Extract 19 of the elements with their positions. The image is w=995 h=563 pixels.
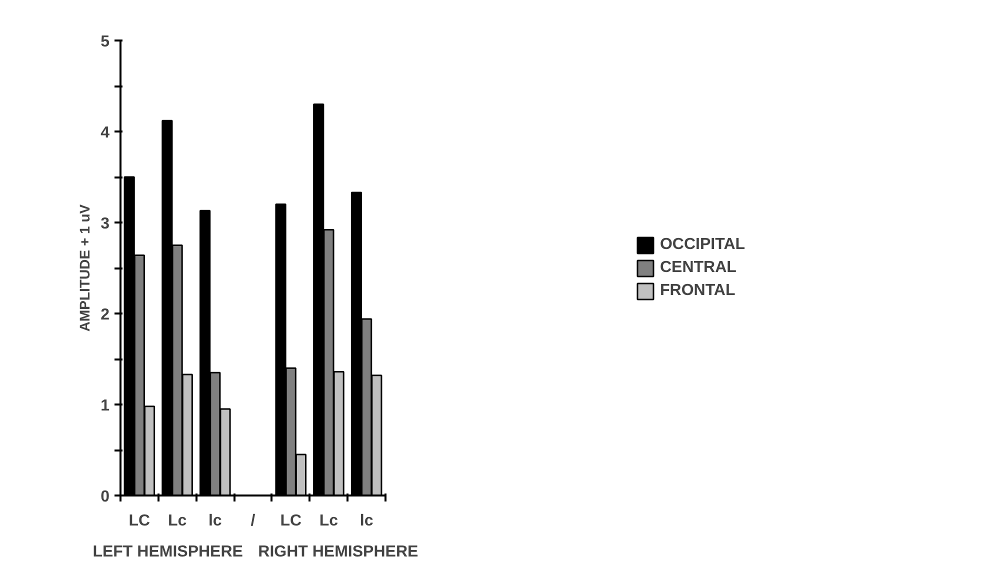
legend-label: OCCIPITAL (660, 236, 746, 254)
y-axis-title: AMPLITUDE + 1 uV (76, 204, 93, 332)
legend-label: FRONTAL (660, 282, 736, 300)
y-tick-label: 2 (100, 306, 110, 324)
x-tick-label: Lc (168, 512, 187, 530)
y-tick-label: 1 (100, 398, 110, 414)
y-tick-label: 3 (100, 216, 110, 232)
y-tick-label: 0 (100, 488, 110, 506)
x-tick-label: LC (128, 512, 151, 530)
y-tick-label: 5 (100, 34, 110, 50)
x-tick-label: / (250, 512, 256, 530)
x-tick-label: LC (280, 512, 302, 530)
x-tick-label: lc (360, 512, 374, 530)
x-tick-label: lc (208, 512, 222, 530)
x-tick-label: Lc (319, 512, 338, 530)
legend-label: CENTRAL (660, 258, 736, 276)
y-tick-label: 4 (100, 124, 110, 142)
text: RIGHT HEMISPHERE (258, 544, 419, 560)
text: LEFT HEMISPHERE (92, 544, 244, 560)
